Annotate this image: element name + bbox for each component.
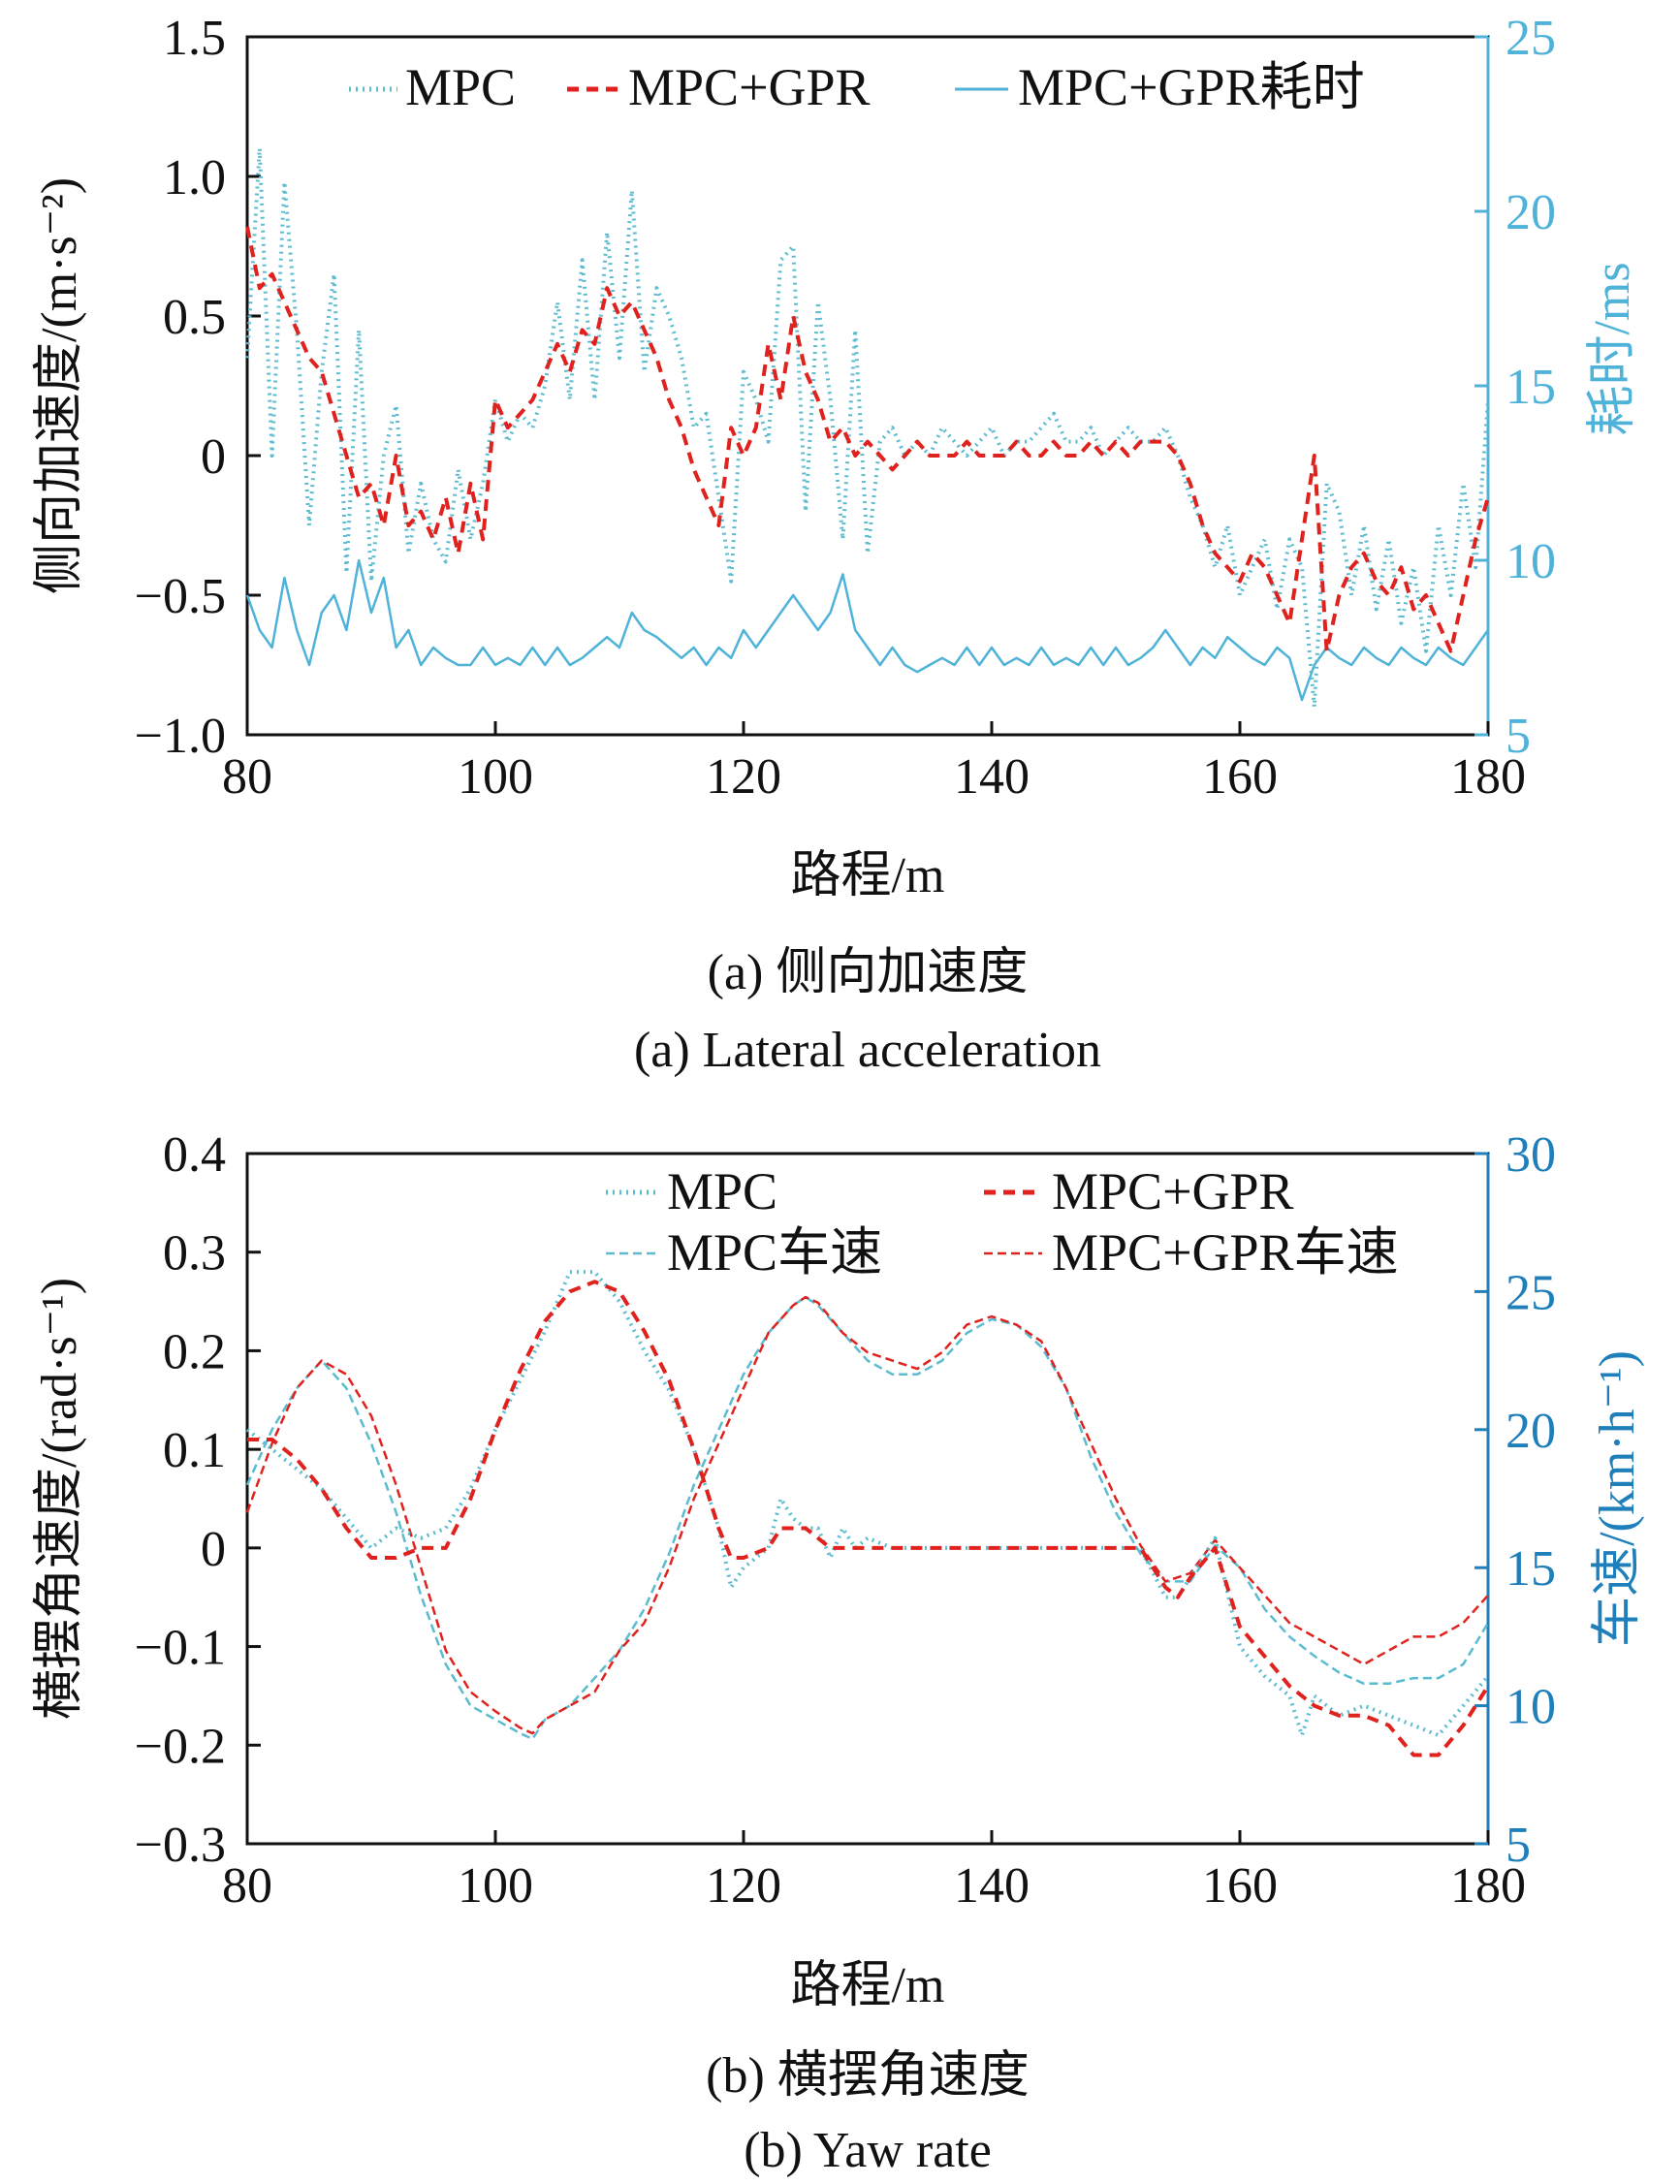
panel-b-series <box>245 1270 1490 1757</box>
y2-tick-label: 5 <box>1506 709 1531 764</box>
panel-b-y2-label: 车速/(km·h⁻¹) <box>1590 1350 1645 1647</box>
x-tick-label: 180 <box>1450 1858 1526 1914</box>
y2-tick-label: 25 <box>1506 1265 1556 1320</box>
y-tick-label: 1.5 <box>163 11 226 66</box>
legend-label-gpr: MPC+GPR <box>628 58 871 116</box>
legend-label-mpc-speed: MPC车速 <box>667 1223 882 1282</box>
y-tick-label: 0.1 <box>163 1423 226 1478</box>
series-line-left-mpc <box>245 146 1490 710</box>
y2-tick-label: 15 <box>1506 1541 1556 1597</box>
legend-label-mpc: MPC <box>667 1162 777 1220</box>
x-tick-label: 180 <box>1450 749 1526 805</box>
panel-b-caption-cn: (b) 横摆角速度 <box>706 2048 1030 2104</box>
panel-b-caption-en: (b) Yaw rate <box>744 2123 992 2178</box>
series-line-left-mpc-gpr-gpr <box>247 1280 1490 1757</box>
y2-tick-label: 30 <box>1506 1127 1556 1183</box>
y-tick-label: 1.0 <box>163 150 226 206</box>
y-tick-label: −1.0 <box>135 709 226 764</box>
panel-b-y-label: 横摆角速度/(rad·s⁻¹) <box>32 1278 87 1720</box>
y-tick-label: 0 <box>201 1522 226 1577</box>
panel-b-x-label: 路程/m <box>791 1958 945 2013</box>
legend-label-gpr-speed: MPC+GPR车速 <box>1052 1223 1399 1282</box>
y-tick-label: −0.1 <box>135 1621 226 1676</box>
y2-tick-label: 10 <box>1506 1680 1556 1735</box>
y-tick-label: −0.5 <box>135 569 226 624</box>
panel-a-caption-en: (a) Lateral acceleration <box>634 1023 1101 1078</box>
y-tick-label: −0.3 <box>135 1818 226 1873</box>
series-line-right-mpc <box>245 1295 1490 1741</box>
x-tick-label: 80 <box>222 749 272 805</box>
y-tick-label: −0.2 <box>135 1719 226 1774</box>
panel-b: 80 100 120 140 160 180 −0.3 −0.2 −0.1 0 0.1 0.2 0.3 0… <box>32 1127 1645 2178</box>
y2-tick-label: 5 <box>1506 1818 1531 1873</box>
panel-a-y2-label: 耗时/ms <box>1585 262 1640 435</box>
x-tick-label: 160 <box>1202 1858 1278 1914</box>
y-tick-label: 0.3 <box>163 1226 226 1282</box>
series-line-left-mpc-gpr-gpr <box>245 226 1490 653</box>
legend-label-mpc: MPC <box>405 58 516 116</box>
x-tick-label: 120 <box>706 749 781 805</box>
x-tick-label: 80 <box>222 1858 272 1914</box>
panel-a-x-label: 路程/m <box>791 848 945 903</box>
y2-tick-label: 20 <box>1506 1404 1556 1459</box>
x-tick-label: 140 <box>954 749 1030 805</box>
panel-a-y-label: 侧向加速度/(m·s⁻²) <box>32 177 87 594</box>
panel-a-legend: MPC MPC+GPR MPC+GPR耗时 <box>349 58 1365 116</box>
series-line-right-mpc-gpr-gpr <box>245 1295 1489 1735</box>
series-line-left-mpc <box>245 1270 1490 1738</box>
panel-b-legend: MPC MPC+GPR MPC车速 MPC+GPR车速 <box>606 1162 1399 1282</box>
panel-b-ticks: 80 100 120 140 160 180 −0.3 −0.2 −0.1 0 0.1 0.2 0.3 0… <box>135 1127 1556 1914</box>
panel-a-series <box>245 146 1490 710</box>
x-tick-label: 120 <box>706 1858 781 1914</box>
panel-a: 80 100 120 140 160 180 −1.0 −0.5 0 0.5 1.0 1.5 5 10 15… <box>32 11 1640 1078</box>
y-tick-label: 0.2 <box>163 1324 226 1379</box>
x-tick-label: 100 <box>458 1858 533 1914</box>
y2-tick-label: 15 <box>1506 360 1556 415</box>
series-line-right-mpc-gpr-gpr <box>245 558 1490 702</box>
y2-tick-label: 25 <box>1506 11 1556 66</box>
legend-label-time: MPC+GPR耗时 <box>1018 58 1365 116</box>
panel-a-ticks: 80 100 120 140 160 180 −1.0 −0.5 0 0.5 1.0 1.5 5 10 15… <box>135 11 1556 805</box>
y-tick-label: 0 <box>201 429 226 485</box>
legend-label-gpr: MPC+GPR <box>1052 1162 1294 1220</box>
panel-a-plot-frame <box>245 35 1490 737</box>
y-tick-label: 0.4 <box>163 1127 226 1183</box>
panel-a-caption-cn: (a) 侧向加速度 <box>708 945 1029 1000</box>
x-tick-label: 100 <box>458 749 533 805</box>
x-tick-label: 140 <box>954 1858 1030 1914</box>
x-tick-label: 160 <box>1202 749 1278 805</box>
y2-tick-label: 10 <box>1506 534 1556 589</box>
y-tick-label: 0.5 <box>163 290 226 345</box>
y2-tick-label: 20 <box>1506 185 1556 240</box>
